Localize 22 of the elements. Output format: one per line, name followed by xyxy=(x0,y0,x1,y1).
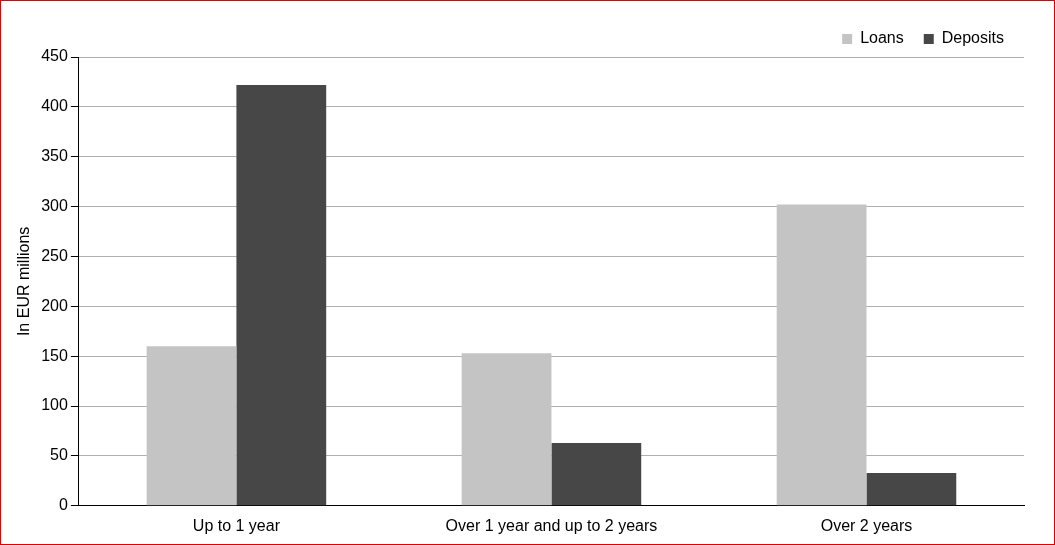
y-tick-label: 100 xyxy=(41,396,68,414)
legend-label: Deposits xyxy=(941,29,1004,47)
y-tick-label: 50 xyxy=(50,446,68,464)
bar xyxy=(866,472,957,506)
x-tick-label: Over 2 years xyxy=(820,516,913,534)
bar xyxy=(551,442,642,506)
y-axis-title: In EUR millions xyxy=(15,226,33,337)
y-tick-label: 300 xyxy=(41,197,68,215)
y-tick-label: 150 xyxy=(41,346,68,364)
y-tick-label: 200 xyxy=(41,296,68,314)
y-tick-label: 0 xyxy=(58,496,68,514)
x-tick-label: Up to 1 year xyxy=(192,516,281,534)
y-tick-label: 400 xyxy=(41,97,68,115)
y-tick-label: 250 xyxy=(41,246,68,264)
bar xyxy=(776,204,867,506)
y-tick-label: 450 xyxy=(41,47,68,65)
bar xyxy=(461,353,552,506)
bar xyxy=(236,84,327,506)
bar xyxy=(146,346,237,506)
x-tick-label: Over 1 year and up to 2 years xyxy=(445,516,658,534)
y-tick-label: 350 xyxy=(41,147,68,165)
legend-label: Loans xyxy=(860,29,904,47)
